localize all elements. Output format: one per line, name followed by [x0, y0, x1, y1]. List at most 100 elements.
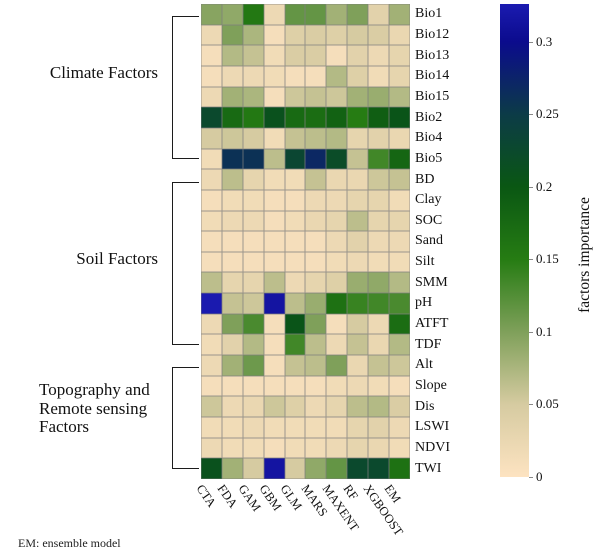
heatmap-cell — [368, 127, 389, 149]
row-label: TDF — [415, 336, 442, 352]
heatmap-cell — [242, 334, 264, 356]
heatmap-cell — [368, 437, 389, 459]
colorbar-tick-label: 0.2 — [536, 178, 553, 194]
heatmap-cell — [305, 4, 327, 25]
heatmap-cell — [388, 272, 410, 294]
heatmap-cell — [347, 334, 369, 356]
heatmap-cell — [221, 375, 243, 397]
heatmap-cell — [221, 24, 243, 46]
heatmap-cell — [263, 437, 285, 459]
heatmap-cell — [368, 272, 389, 294]
heatmap-cell — [368, 251, 389, 273]
row-label: Bio12 — [415, 26, 450, 42]
heatmap-cell — [347, 272, 369, 294]
heatmap-cell — [201, 65, 222, 87]
heatmap-cell — [263, 251, 285, 273]
heatmap-cell — [305, 189, 327, 211]
heatmap-cell — [326, 375, 348, 397]
heatmap-cell — [201, 210, 222, 232]
heatmap-cell — [221, 148, 243, 170]
heatmap-cell — [284, 231, 306, 252]
heatmap-cell — [347, 396, 369, 418]
heatmap-cell — [221, 210, 243, 232]
row-label: SMM — [415, 274, 448, 290]
row-label: ATFT — [415, 316, 449, 332]
heatmap-cell — [347, 458, 369, 479]
heatmap-cell — [368, 355, 389, 376]
heatmap-cell — [284, 127, 306, 149]
heatmap-cell — [284, 86, 306, 108]
heatmap-cell — [388, 148, 410, 170]
heatmap-cell — [388, 107, 410, 128]
row-label: Bio2 — [415, 109, 443, 125]
heatmap-cell — [326, 334, 348, 356]
heatmap-cell — [326, 272, 348, 294]
row-label: Clay — [415, 192, 442, 208]
heatmap-cell — [388, 127, 410, 149]
heatmap-cell — [347, 231, 369, 252]
heatmap-cell — [221, 437, 243, 459]
row-label: LSWI — [415, 419, 450, 435]
heatmap-cell — [221, 4, 243, 25]
heatmap-cell — [388, 65, 410, 87]
heatmap-cell — [368, 86, 389, 108]
heatmap-cell — [242, 458, 264, 479]
heatmap-cell — [326, 293, 348, 314]
heatmap-cell — [263, 355, 285, 376]
heatmap-cell — [263, 231, 285, 252]
heatmap-cell — [305, 251, 327, 273]
heatmap-cell — [284, 45, 306, 66]
row-label: TWI — [415, 460, 442, 476]
heatmap-cell — [242, 189, 264, 211]
heatmap-cell — [305, 210, 327, 232]
heatmap-cell — [201, 417, 222, 438]
heatmap-cell — [263, 127, 285, 149]
heatmap-cell — [201, 293, 222, 314]
heatmap-cell — [388, 24, 410, 46]
heatmap-cell — [201, 437, 222, 459]
heatmap-cell — [305, 355, 327, 376]
heatmap-cell — [368, 45, 389, 66]
heatmap-cell — [284, 65, 306, 87]
heatmap-cell — [201, 45, 222, 66]
colorbar-tick-label: 0.15 — [536, 251, 559, 267]
heatmap-cell — [221, 396, 243, 418]
heatmap-cell — [305, 231, 327, 252]
heatmap-cell — [263, 45, 285, 66]
heatmap-cell — [305, 65, 327, 87]
heatmap-cell — [263, 458, 285, 479]
heatmap-cell — [305, 86, 327, 108]
heatmap-cell — [221, 334, 243, 356]
heatmap-cell — [263, 86, 285, 108]
heatmap-cell — [221, 417, 243, 438]
heatmap-cell — [388, 231, 410, 252]
heatmap-cell — [263, 293, 285, 314]
group-bracket — [172, 367, 199, 469]
heatmap-cell — [347, 313, 369, 335]
colorbar-tick-mark — [529, 186, 533, 188]
heatmap-cell — [201, 334, 222, 356]
heatmap-cell — [242, 355, 264, 376]
heatmap-cell — [242, 148, 264, 170]
heatmap-cell — [368, 375, 389, 397]
heatmap-cell — [284, 458, 306, 479]
row-label: Dis — [415, 398, 435, 414]
colorbar-tick-label: 0.25 — [536, 106, 559, 122]
heatmap-cell — [221, 45, 243, 66]
heatmap-cell — [326, 189, 348, 211]
heatmap-cell — [347, 107, 369, 128]
heatmap-cell — [263, 396, 285, 418]
heatmap-cell — [388, 251, 410, 273]
heatmap-cell — [326, 24, 348, 46]
heatmap-cell — [201, 189, 222, 211]
heatmap-cell — [242, 251, 264, 273]
heatmap-cell — [201, 272, 222, 294]
colorbar-title: factors importance — [576, 197, 593, 313]
heatmap-cell — [242, 210, 264, 232]
footnote: EM: ensemble model — [18, 536, 121, 550]
colorbar-tick-mark — [529, 41, 533, 43]
heatmap-cell — [201, 107, 222, 128]
heatmap-cell — [263, 107, 285, 128]
heatmap-cell — [368, 24, 389, 46]
heatmap-cell — [284, 24, 306, 46]
